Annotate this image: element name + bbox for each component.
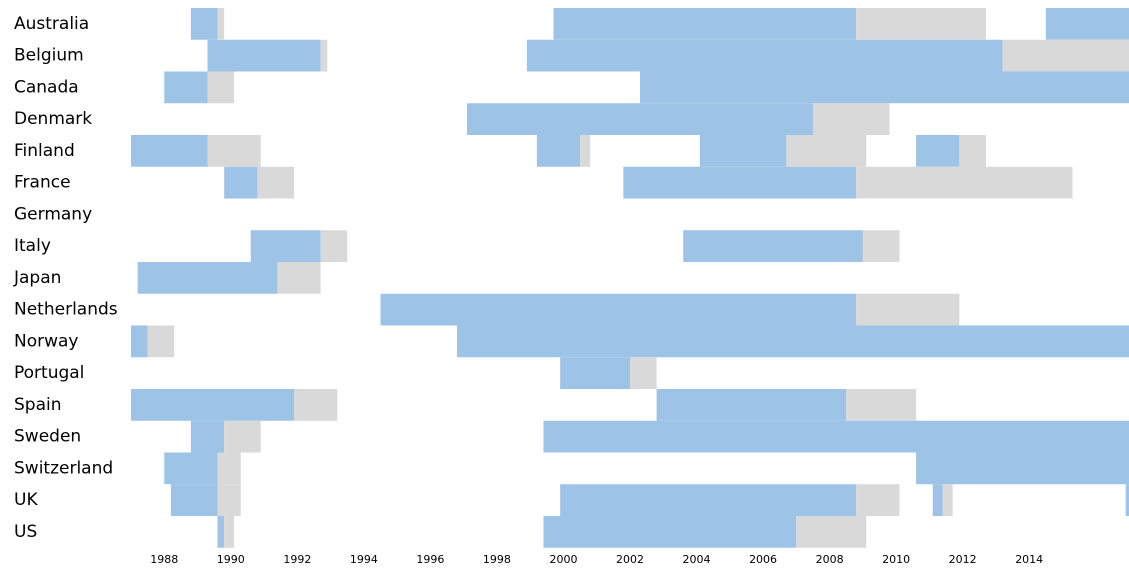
range-bar	[630, 357, 657, 389]
x-tick-label: 2012	[949, 553, 977, 566]
x-tick-label: 2006	[749, 553, 777, 566]
range-bar	[224, 420, 261, 453]
x-tick-label: 1988	[150, 553, 178, 566]
range-bar	[699, 135, 787, 167]
range-bar	[466, 103, 813, 135]
range-bar	[942, 484, 953, 516]
range-bar	[217, 452, 241, 485]
range-bar	[856, 293, 960, 326]
range-bar	[190, 420, 225, 453]
category-label: UK	[14, 490, 38, 510]
range-bar	[932, 484, 943, 516]
range-bar	[217, 8, 225, 40]
range-bar	[846, 389, 917, 421]
range-bar	[164, 452, 218, 485]
range-bar	[796, 516, 867, 548]
category-label: Norway	[14, 331, 79, 351]
category-label: US	[14, 522, 37, 542]
range-bar	[224, 516, 235, 548]
range-bar	[543, 516, 797, 548]
category-label: Finland	[14, 141, 75, 161]
range-bar	[560, 357, 630, 389]
x-tick-label: 1996	[416, 553, 444, 566]
x-tick-label: 2000	[549, 553, 577, 566]
range-bar	[131, 135, 208, 167]
x-tick-label: 2008	[816, 553, 844, 566]
range-bar	[1125, 484, 1129, 516]
x-tick-label: 1992	[283, 553, 311, 566]
range-bar	[580, 135, 591, 167]
category-label: Denmark	[14, 109, 92, 129]
category-label: Switzerland	[14, 458, 113, 478]
range-bar	[164, 71, 208, 104]
range-bar	[959, 135, 986, 167]
range-bar	[916, 452, 1129, 485]
x-tick-label: 2014	[1015, 553, 1043, 566]
range-bar	[856, 484, 900, 516]
category-label: Netherlands	[14, 300, 118, 320]
range-bar	[131, 325, 148, 358]
range-bar	[294, 389, 338, 421]
range-bar	[856, 8, 986, 40]
range-bar	[560, 484, 857, 516]
category-label: Portugal	[14, 363, 84, 383]
category-label: Canada	[14, 77, 79, 97]
range-bar	[1002, 39, 1129, 72]
range-bar	[207, 135, 261, 167]
range-bar	[257, 166, 295, 199]
range-bar	[147, 325, 175, 358]
range-bar	[131, 389, 295, 421]
category-label: Japan	[13, 268, 61, 288]
range-bar	[683, 230, 863, 262]
range-bar	[526, 39, 1003, 72]
range-bar	[250, 230, 321, 262]
range-bar	[320, 39, 328, 72]
range-bar	[320, 230, 348, 262]
range-bar	[623, 166, 857, 199]
range-bar	[217, 516, 225, 548]
range-bar	[1045, 8, 1129, 40]
x-tick-label: 1994	[350, 553, 378, 566]
category-label: Germany	[14, 204, 92, 224]
x-tick-label: 2004	[683, 553, 711, 566]
range-bar	[207, 39, 321, 72]
range-bar	[380, 293, 857, 326]
range-bar	[137, 262, 278, 294]
category-label: Belgium	[14, 46, 84, 66]
range-bar	[553, 8, 857, 40]
range-bar	[224, 166, 258, 199]
range-bar	[812, 103, 890, 135]
category-label: Spain	[14, 395, 62, 415]
range-bar	[656, 389, 847, 421]
range-bar	[543, 420, 1129, 453]
range-bar	[217, 484, 241, 516]
range-bar	[277, 262, 321, 294]
category-label: Australia	[14, 14, 89, 34]
x-tick-label: 2002	[616, 553, 644, 566]
category-label: France	[14, 173, 71, 193]
range-bar	[856, 166, 1073, 199]
range-bar	[639, 71, 1129, 104]
range-bar	[457, 325, 1129, 358]
range-bar	[916, 135, 960, 167]
x-tick-label: 1998	[483, 553, 511, 566]
category-label: Sweden	[14, 427, 81, 447]
range-bar	[536, 135, 581, 167]
category-label: Italy	[14, 236, 51, 256]
range-bar	[862, 230, 900, 262]
range-bar	[786, 135, 867, 167]
x-tick-label: 1990	[217, 553, 245, 566]
range-bar	[170, 484, 218, 516]
x-tick-label: 2010	[882, 553, 910, 566]
range-bar	[190, 8, 218, 40]
range-bar	[207, 71, 235, 104]
